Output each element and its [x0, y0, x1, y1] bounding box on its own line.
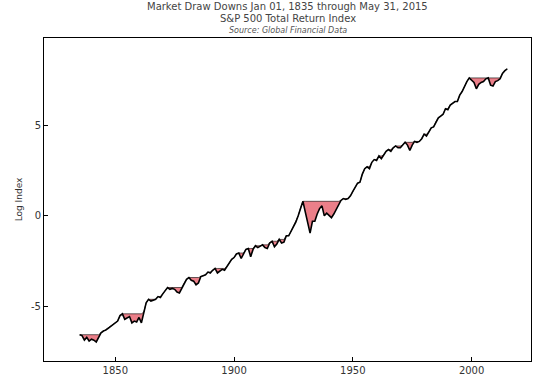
svg-text:Source: Global Financial Data: Source: Global Financial Data: [229, 26, 347, 35]
svg-text:1900: 1900: [221, 365, 246, 376]
svg-text:5: 5: [35, 120, 41, 131]
svg-text:-5: -5: [31, 301, 41, 312]
svg-text:S&P 500 Total Return Index: S&P 500 Total Return Index: [220, 13, 356, 24]
svg-text:1850: 1850: [103, 365, 128, 376]
svg-text:2000: 2000: [459, 365, 484, 376]
svg-text:Market Draw Downs Jan 01, 1835: Market Draw Downs Jan 01, 1835 through M…: [147, 1, 428, 12]
svg-text:1950: 1950: [340, 365, 365, 376]
svg-text:0: 0: [35, 210, 41, 221]
svg-text:Log Index: Log Index: [14, 177, 24, 221]
